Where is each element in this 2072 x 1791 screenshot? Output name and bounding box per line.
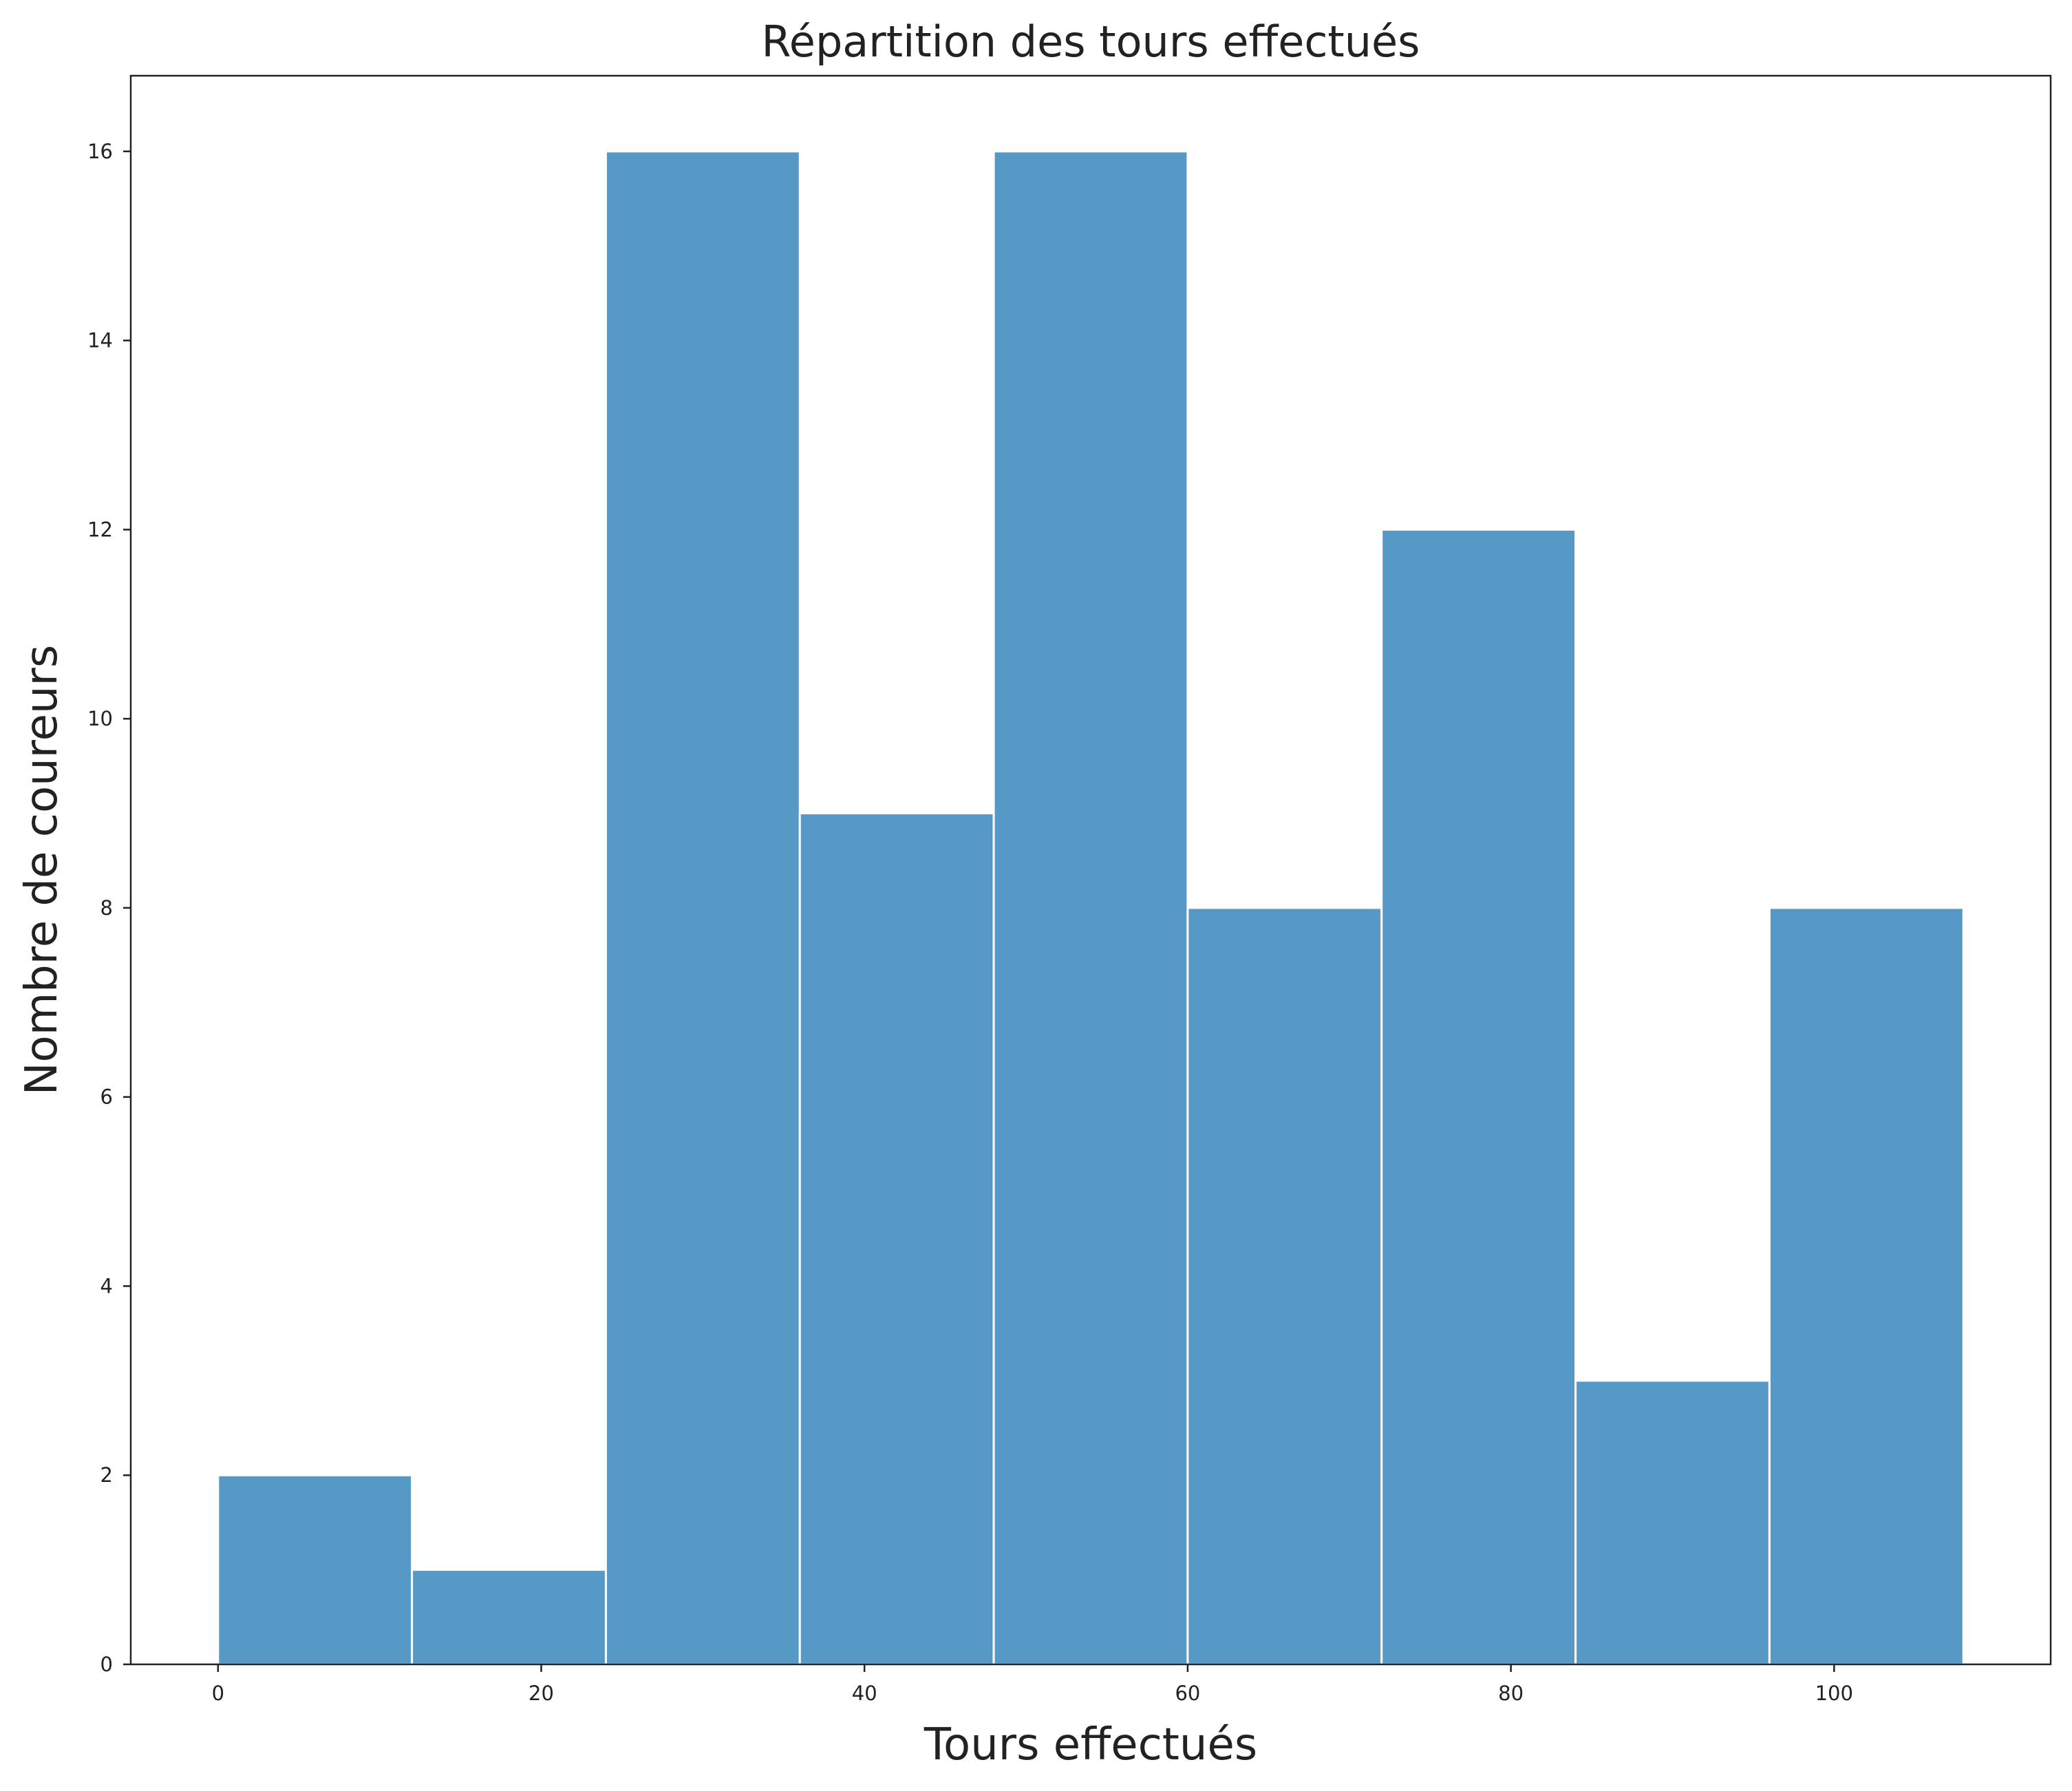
- x-axis-label: Tours effectués: [923, 1719, 1257, 1770]
- y-tick-label: 16: [87, 140, 113, 163]
- bars-group: [217, 150, 1965, 1666]
- histogram-bar-9: [1768, 907, 1965, 1666]
- y-axis-label: Nombre de coureurs: [17, 645, 67, 1095]
- y-axis-ticks: 0 2 4 6 8 10 12 14 16: [87, 140, 131, 1676]
- histogram-bar-1: [217, 1474, 414, 1666]
- plot-frame: [129, 74, 2052, 1666]
- histogram-bar-5: [992, 150, 1189, 1666]
- y-tick-label: 10: [87, 707, 113, 730]
- y-tick-label: 4: [100, 1274, 113, 1297]
- x-tick-label: 20: [528, 1682, 554, 1705]
- histogram-bar-8: [1574, 1379, 1771, 1666]
- y-tick-label: 2: [100, 1463, 113, 1487]
- histogram-bar-3: [604, 150, 801, 1666]
- x-tick-label: 0: [212, 1682, 224, 1705]
- x-tick-label: 100: [1815, 1682, 1853, 1705]
- y-tick-label: 14: [87, 329, 113, 352]
- y-tick-label: 8: [100, 896, 113, 920]
- chart-title: Répartition des tours effectués: [762, 17, 1420, 67]
- y-tick-label: 6: [100, 1085, 113, 1109]
- x-tick-label: 40: [852, 1682, 877, 1705]
- x-axis-ticks: 0 20 40 60 80 100: [212, 1664, 1853, 1705]
- histogram-bar-7: [1380, 528, 1577, 1666]
- histogram-bar-6: [1186, 907, 1383, 1666]
- x-tick-label: 80: [1498, 1682, 1524, 1705]
- x-tick-label: 60: [1175, 1682, 1200, 1705]
- histogram-bar-2: [411, 1569, 607, 1666]
- y-tick-label: 0: [100, 1653, 113, 1676]
- histogram-bar-4: [798, 812, 995, 1666]
- y-tick-label: 12: [87, 518, 113, 541]
